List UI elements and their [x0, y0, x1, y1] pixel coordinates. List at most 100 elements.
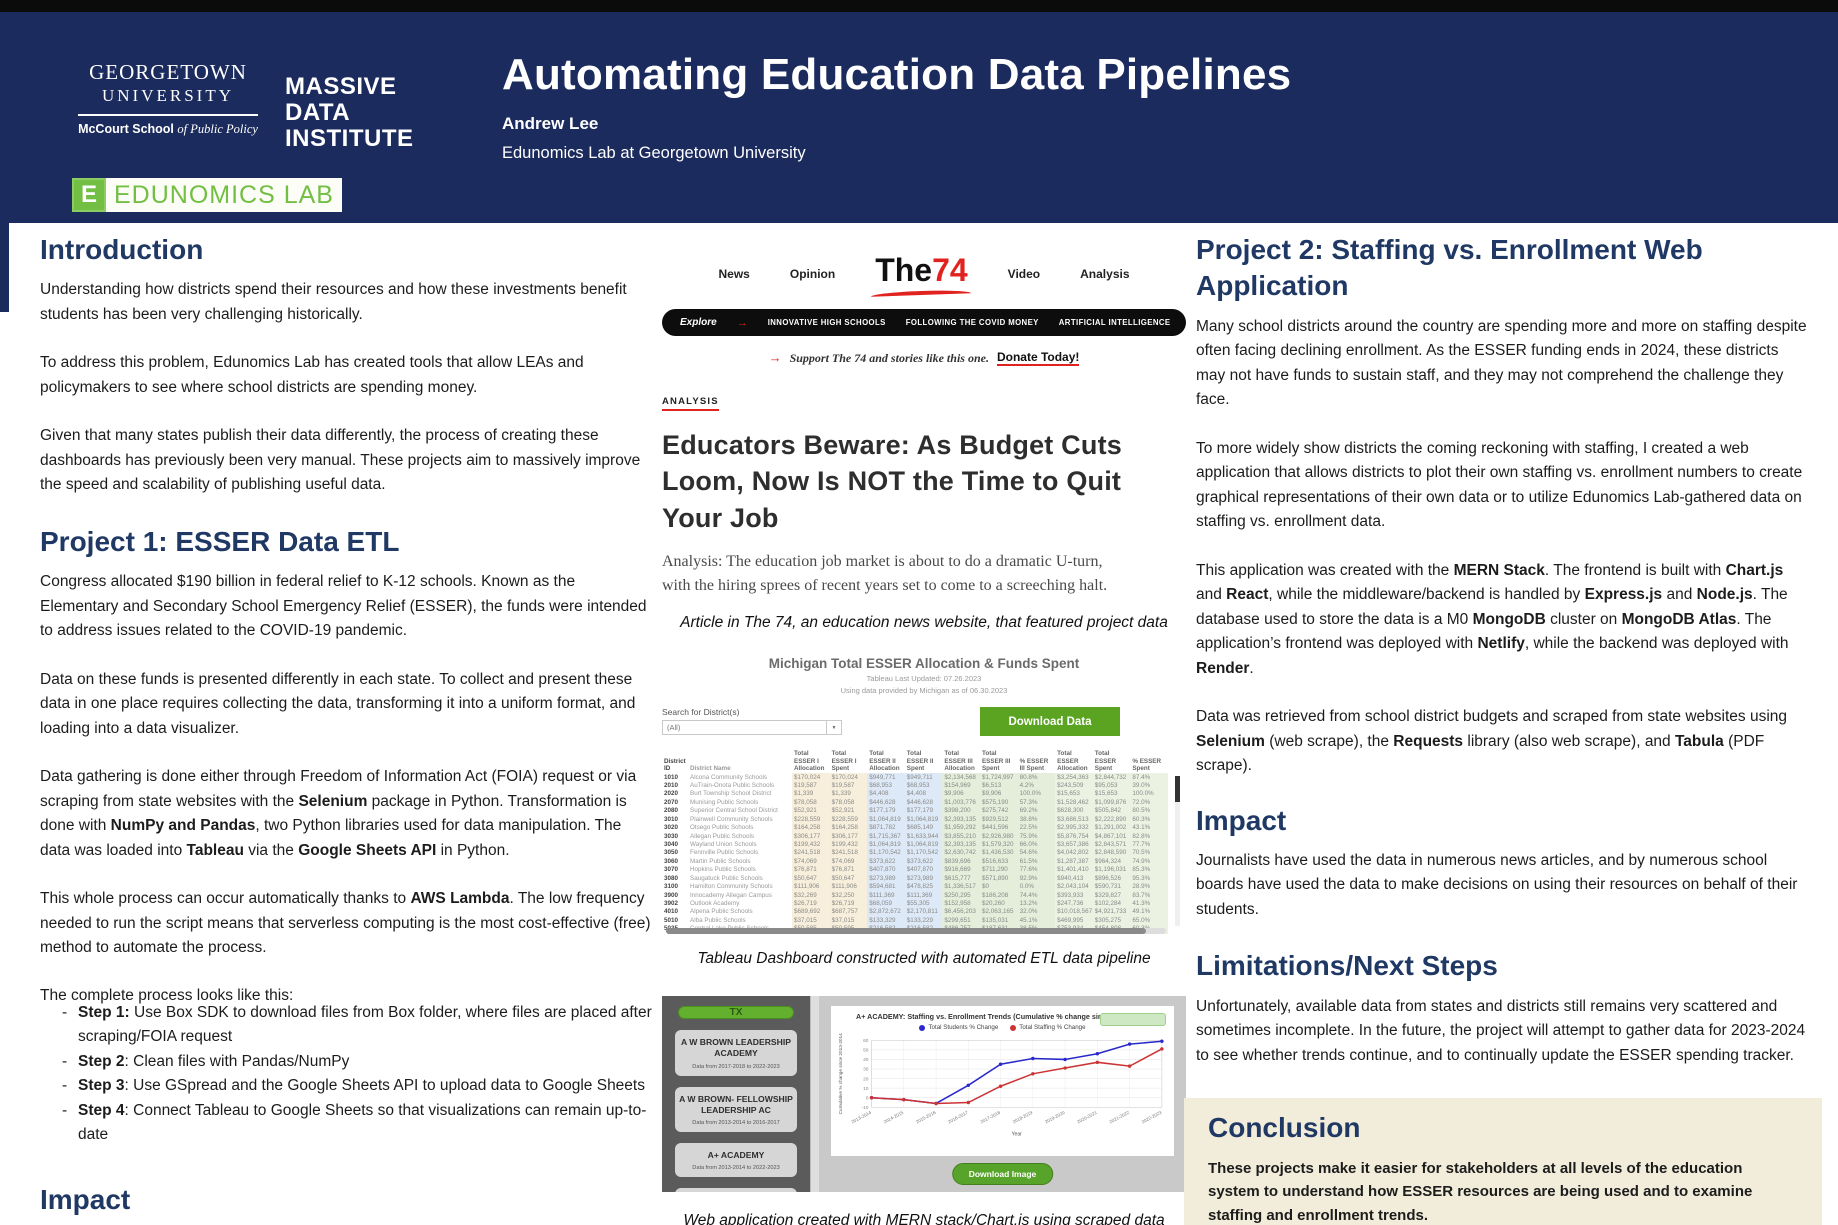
- t74-dek: Analysis: The education job market is ab…: [662, 553, 1108, 595]
- the74-logo[interactable]: The74: [871, 252, 972, 297]
- tableau-dashboard-screenshot: Michigan Total ESSER Allocation & Funds …: [662, 656, 1186, 935]
- top-border: [0, 0, 1838, 12]
- t74-topic-link[interactable]: STEM: [1190, 318, 1214, 327]
- svg-text:2021-2022: 2021-2022: [1109, 1110, 1131, 1125]
- column-header: District ID: [664, 757, 686, 772]
- table-row: 3050 Fennville Public Schools $241,518 $241…: [662, 848, 1168, 858]
- chevron-down-icon: ▼: [826, 721, 841, 735]
- t74-donate-link[interactable]: Donate Today!: [996, 350, 1080, 366]
- svg-text:2020-2021: 2020-2021: [1076, 1110, 1098, 1125]
- edunomics-e-icon: E: [72, 178, 106, 212]
- svg-text:Cumulative % change since 2013: Cumulative % change since 2013-2014: [838, 1033, 843, 1114]
- legend-dot-icon: [919, 1024, 926, 1031]
- svg-text:-10: -10: [861, 1105, 868, 1111]
- figure-caption-the74: Article in The 74, an education news web…: [680, 614, 1168, 632]
- column-header: % ESSER III Spent: [1019, 757, 1049, 772]
- table-row: 2020 Burt Township School District $1,339 $…: [662, 789, 1168, 799]
- district-filter-dropdown[interactable]: (All) ▼: [662, 720, 842, 736]
- chart-action-button[interactable]: [1100, 1013, 1166, 1027]
- download-data-button[interactable]: Download Data: [980, 707, 1120, 737]
- legend-dot-icon: [1010, 1024, 1017, 1031]
- column-header: Total ESSER Spent: [1094, 750, 1117, 772]
- table-row: 3080 Saugatuck Public Schools $50,647 $50,6…: [662, 874, 1168, 883]
- t74-explore-link[interactable]: Explore: [680, 317, 717, 328]
- svg-text:2019-2020: 2019-2020: [1044, 1110, 1066, 1125]
- the74-article-screenshot: News Opinion The74 Video Analysis Explor…: [662, 252, 1326, 598]
- t74-nav-news[interactable]: News: [718, 266, 750, 281]
- massive-data-institute-logo: MASSIVE DATA INSTITUTE: [285, 73, 414, 152]
- logo-underline: [871, 289, 972, 297]
- arrow-right-icon: →: [736, 316, 748, 329]
- t74-topic-link[interactable]: FOLLOWING THE COVID MONEY: [905, 318, 1039, 327]
- t74-nav-opinion[interactable]: Opinion: [789, 266, 836, 281]
- scrollbar-thumb[interactable]: [666, 928, 1146, 935]
- chart-title: A+ ACADEMY: Staffing vs. Enrollment Tren…: [856, 1012, 1149, 1022]
- author-name: Andrew Lee: [502, 114, 599, 133]
- table-row: 3900 Innocademy Allegan Campus $32,269 $32,…: [662, 890, 1168, 900]
- download-image-button[interactable]: Download Image: [951, 1163, 1054, 1186]
- project2-paragraph: This application was created with the ME…: [1196, 561, 1789, 677]
- vertical-scrollbar[interactable]: [1175, 776, 1180, 927]
- project2-paragraph: Many school districts around the country…: [1196, 317, 1807, 409]
- district-button[interactable]: A W BROWN LEADERSHIP ACADEMY Data from 2…: [675, 1030, 797, 1076]
- t74-topic-link[interactable]: SCIENCE OF READING: [1233, 318, 1327, 327]
- svg-text:60: 60: [863, 1038, 869, 1044]
- table-row: 3020 Otsego Public Schools $164,258 $164,25…: [662, 823, 1168, 832]
- svg-text:0: 0: [866, 1096, 869, 1102]
- divider: [78, 114, 258, 116]
- chart-legend: Total Students % Change Total Staffing % …: [835, 1024, 1170, 1031]
- project1-paragraph: This whole process can occur automatical…: [40, 890, 651, 956]
- project1-paragraph: Data on these funds is presented differe…: [40, 670, 636, 737]
- etl-step: Step 1: Use Box SDK to download files fr…: [62, 1001, 652, 1050]
- webapp-chart-area: A+ ACADEMY: Staffing vs. Enrollment Tren…: [819, 996, 1186, 1192]
- t74-nav-analysis[interactable]: Analysis: [1080, 266, 1130, 281]
- svg-text:10: 10: [863, 1086, 869, 1092]
- legend-item: Total Students % Change: [919, 1024, 998, 1031]
- etl-step: Step 4: Connect Tableau to Google Sheets…: [62, 1099, 652, 1148]
- t74-category-label: ANALYSIS: [662, 396, 719, 411]
- column-header: Total ESSER III Allocation: [944, 750, 975, 772]
- poster-header: GEORGETOWN UNIVERSITY McCourt School of …: [0, 12, 1838, 223]
- legend-item: Total Staffing % Change: [1010, 1024, 1086, 1031]
- t74-topic-link[interactable]: INNOVATIVE HIGH SCHOOLS: [767, 318, 886, 327]
- etl-steps-list: Step 1: Use Box SDK to download files fr…: [62, 1001, 652, 1148]
- svg-text:2016-2017: 2016-2017: [947, 1110, 969, 1125]
- district-button[interactable]: A+ ACADEMY Data from 2013-2014 to 2022-2…: [675, 1143, 797, 1178]
- t74-topic-link[interactable]: ARTIFICIAL INTELLIGENCE: [1058, 318, 1171, 327]
- conclusion-paragraph: These projects make it easier for stakeh…: [1208, 1159, 1753, 1224]
- svg-text:2013-2014: 2013-2014: [850, 1110, 872, 1125]
- sidebar-scrollbar[interactable]: [810, 996, 819, 1193]
- t74-nav-video[interactable]: Video: [1007, 266, 1041, 281]
- district-button[interactable]: A W BROWN- FELLOWSHIP LEADERSHIP AC Data…: [675, 1086, 797, 1132]
- edunomics-lab-logo: E EDUNOMICS LAB: [72, 178, 342, 212]
- figure-caption-webapp: Web application created with MERN stack/…: [683, 1212, 1165, 1225]
- svg-text:2017-2018: 2017-2018: [980, 1110, 1002, 1125]
- impact2-paragraph: Journalists have used the data in numero…: [1196, 851, 1798, 918]
- table-row: 1010 Alcona Community Schools $170,024 $170…: [662, 773, 1168, 782]
- column-header: Total ESSER Allocation: [1057, 750, 1088, 772]
- left-border: [0, 12, 9, 312]
- svg-text:40: 40: [863, 1057, 869, 1063]
- table-header-row: District ID District Name Total ESSER I Al…: [662, 749, 1168, 773]
- table-row: 3030 Allegan Public Schools $306,177 $306,1…: [662, 831, 1168, 841]
- tableau-subtitle: Using data provided by Michigan as of 06…: [840, 686, 1008, 696]
- table-row: 2010 AuTrain-Onota Public Schools $19,587 $…: [662, 781, 1168, 790]
- table-row: 3070 Hopkins Public Schools $76,871 $76,871…: [662, 865, 1168, 875]
- column-header: Total ESSER II Allocation: [869, 750, 900, 772]
- state-button[interactable]: TX: [678, 1006, 794, 1020]
- section-heading-conclusion: Conclusion: [1208, 1112, 1361, 1144]
- arrow-right-icon: →: [768, 350, 782, 365]
- staffing-enrollment-chart: A+ ACADEMY: Staffing vs. Enrollment Tren…: [831, 1006, 1174, 1157]
- district-button[interactable]: A+ UNLIMITED POTENTIAL Data from 2016-20…: [675, 1188, 797, 1193]
- t74-headline[interactable]: Educators Beware: As Budget Cuts Loom, N…: [662, 430, 1122, 533]
- intro-paragraph: Given that many states publish their dat…: [40, 427, 641, 494]
- mccourt-school-label: McCourt School of Public Policy: [78, 122, 258, 136]
- conclusion-box: Conclusion These projects make it easier…: [1184, 1098, 1822, 1225]
- section-heading-introduction: Introduction: [40, 234, 204, 265]
- scrollbar-thumb[interactable]: [1175, 776, 1180, 803]
- horizontal-scrollbar[interactable]: [666, 928, 1166, 935]
- svg-text:50: 50: [863, 1048, 869, 1054]
- section-heading-impact2: Impact: [1196, 804, 1287, 836]
- svg-text:2018-2019: 2018-2019: [1012, 1110, 1034, 1125]
